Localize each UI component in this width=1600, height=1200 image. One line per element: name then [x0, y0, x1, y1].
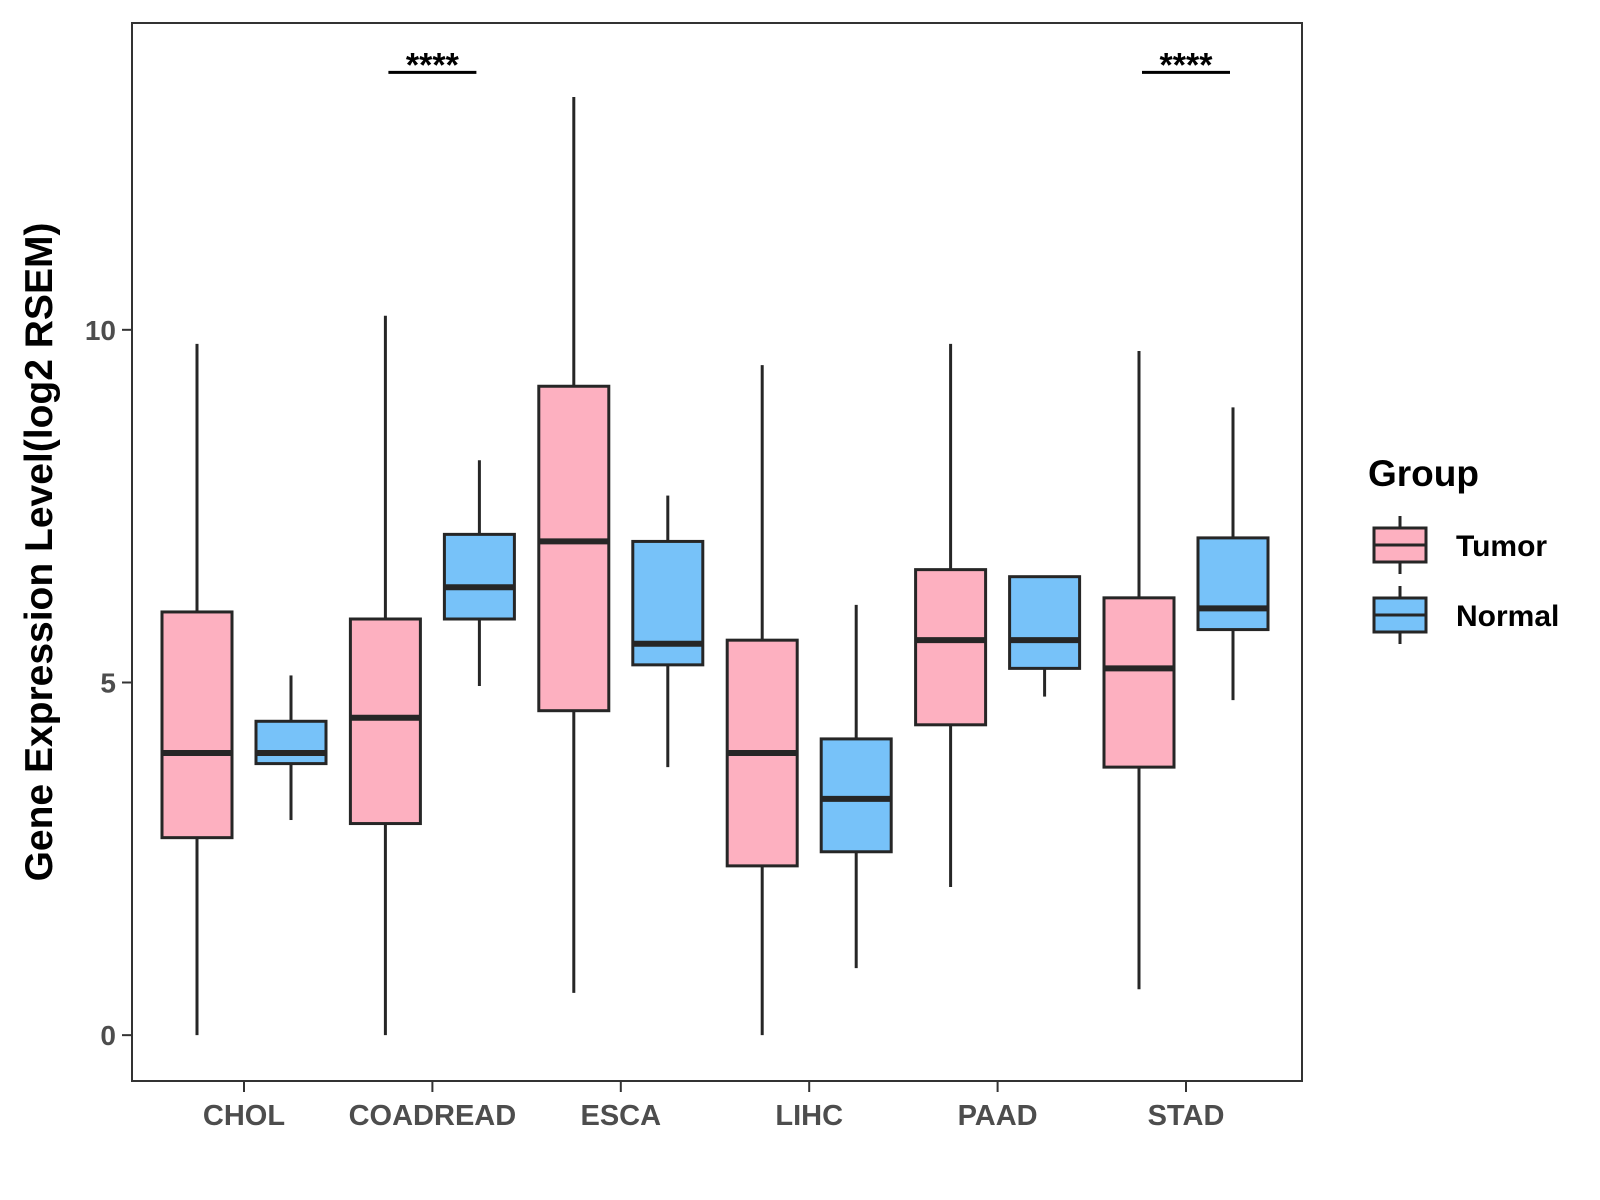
box-iqr — [348, 617, 422, 826]
box-tumor-chol — [160, 343, 234, 1036]
box-iqr — [537, 384, 611, 713]
x-tick-label-esca: ESCA — [581, 1100, 662, 1132]
y-axis: 0 5 10 — [85, 315, 132, 1051]
box-iqr — [254, 719, 328, 766]
box-iqr — [442, 532, 516, 621]
legend-item-normal: Normal — [1372, 586, 1559, 644]
legend: Group Tumor Normal — [1368, 453, 1559, 644]
y-tick-label: 5 — [100, 667, 116, 698]
legend-key-normal — [1372, 586, 1428, 644]
y-tick-label: 10 — [85, 315, 116, 346]
legend-label-normal: Normal — [1456, 600, 1559, 633]
x-tick-label-stad: STAD — [1148, 1100, 1225, 1132]
box-tumor-stad — [1102, 350, 1176, 990]
box-normal-lihc — [819, 604, 893, 969]
box-tumor-coadread — [348, 315, 422, 1036]
y-axis-title: Gene Expression Level(log2 RSEM) — [18, 223, 61, 882]
box-iqr — [1008, 575, 1082, 670]
legend-item-tumor: Tumor — [1372, 516, 1547, 574]
box-normal-stad — [1196, 407, 1270, 701]
box-iqr — [1196, 536, 1270, 632]
series-tumor — [160, 97, 1176, 1036]
box-iqr — [160, 610, 234, 840]
legend-title: Group — [1368, 453, 1479, 494]
significance-annotations: **** **** — [388, 46, 1230, 84]
box-normal-coadread — [442, 460, 516, 687]
significance-label: **** — [1160, 46, 1214, 84]
box-iqr — [914, 568, 988, 727]
box-tumor-esca — [537, 97, 611, 993]
x-axis: CHOL COADREAD ESCA LIHC PAAD STAD — [203, 1081, 1224, 1132]
box-iqr — [1102, 596, 1176, 769]
x-tick-label-lihc: LIHC — [775, 1100, 843, 1132]
legend-key-tumor — [1372, 516, 1428, 574]
significance-label: **** — [406, 46, 460, 84]
box-normal-paad — [1008, 575, 1082, 697]
x-tick-label-chol: CHOL — [203, 1100, 285, 1132]
box-normal-chol — [254, 675, 328, 821]
box-series-group — [160, 97, 1270, 1036]
plot-panel-border — [131, 22, 1303, 1082]
y-tick-label: 0 — [100, 1020, 116, 1051]
x-tick-label-paad: PAAD — [958, 1100, 1038, 1132]
significance-stad: **** — [1142, 46, 1230, 84]
legend-entries: Tumor Normal — [1372, 516, 1559, 644]
x-tick-label-coadread: COADREAD — [349, 1100, 517, 1132]
box-normal-esca — [631, 495, 705, 768]
legend-label-tumor: Tumor — [1456, 530, 1547, 563]
box-tumor-lihc — [725, 365, 799, 1036]
series-normal — [254, 407, 1270, 969]
significance-coadread: **** — [388, 46, 477, 84]
box-iqr — [819, 737, 893, 854]
box-tumor-paad — [914, 343, 988, 888]
